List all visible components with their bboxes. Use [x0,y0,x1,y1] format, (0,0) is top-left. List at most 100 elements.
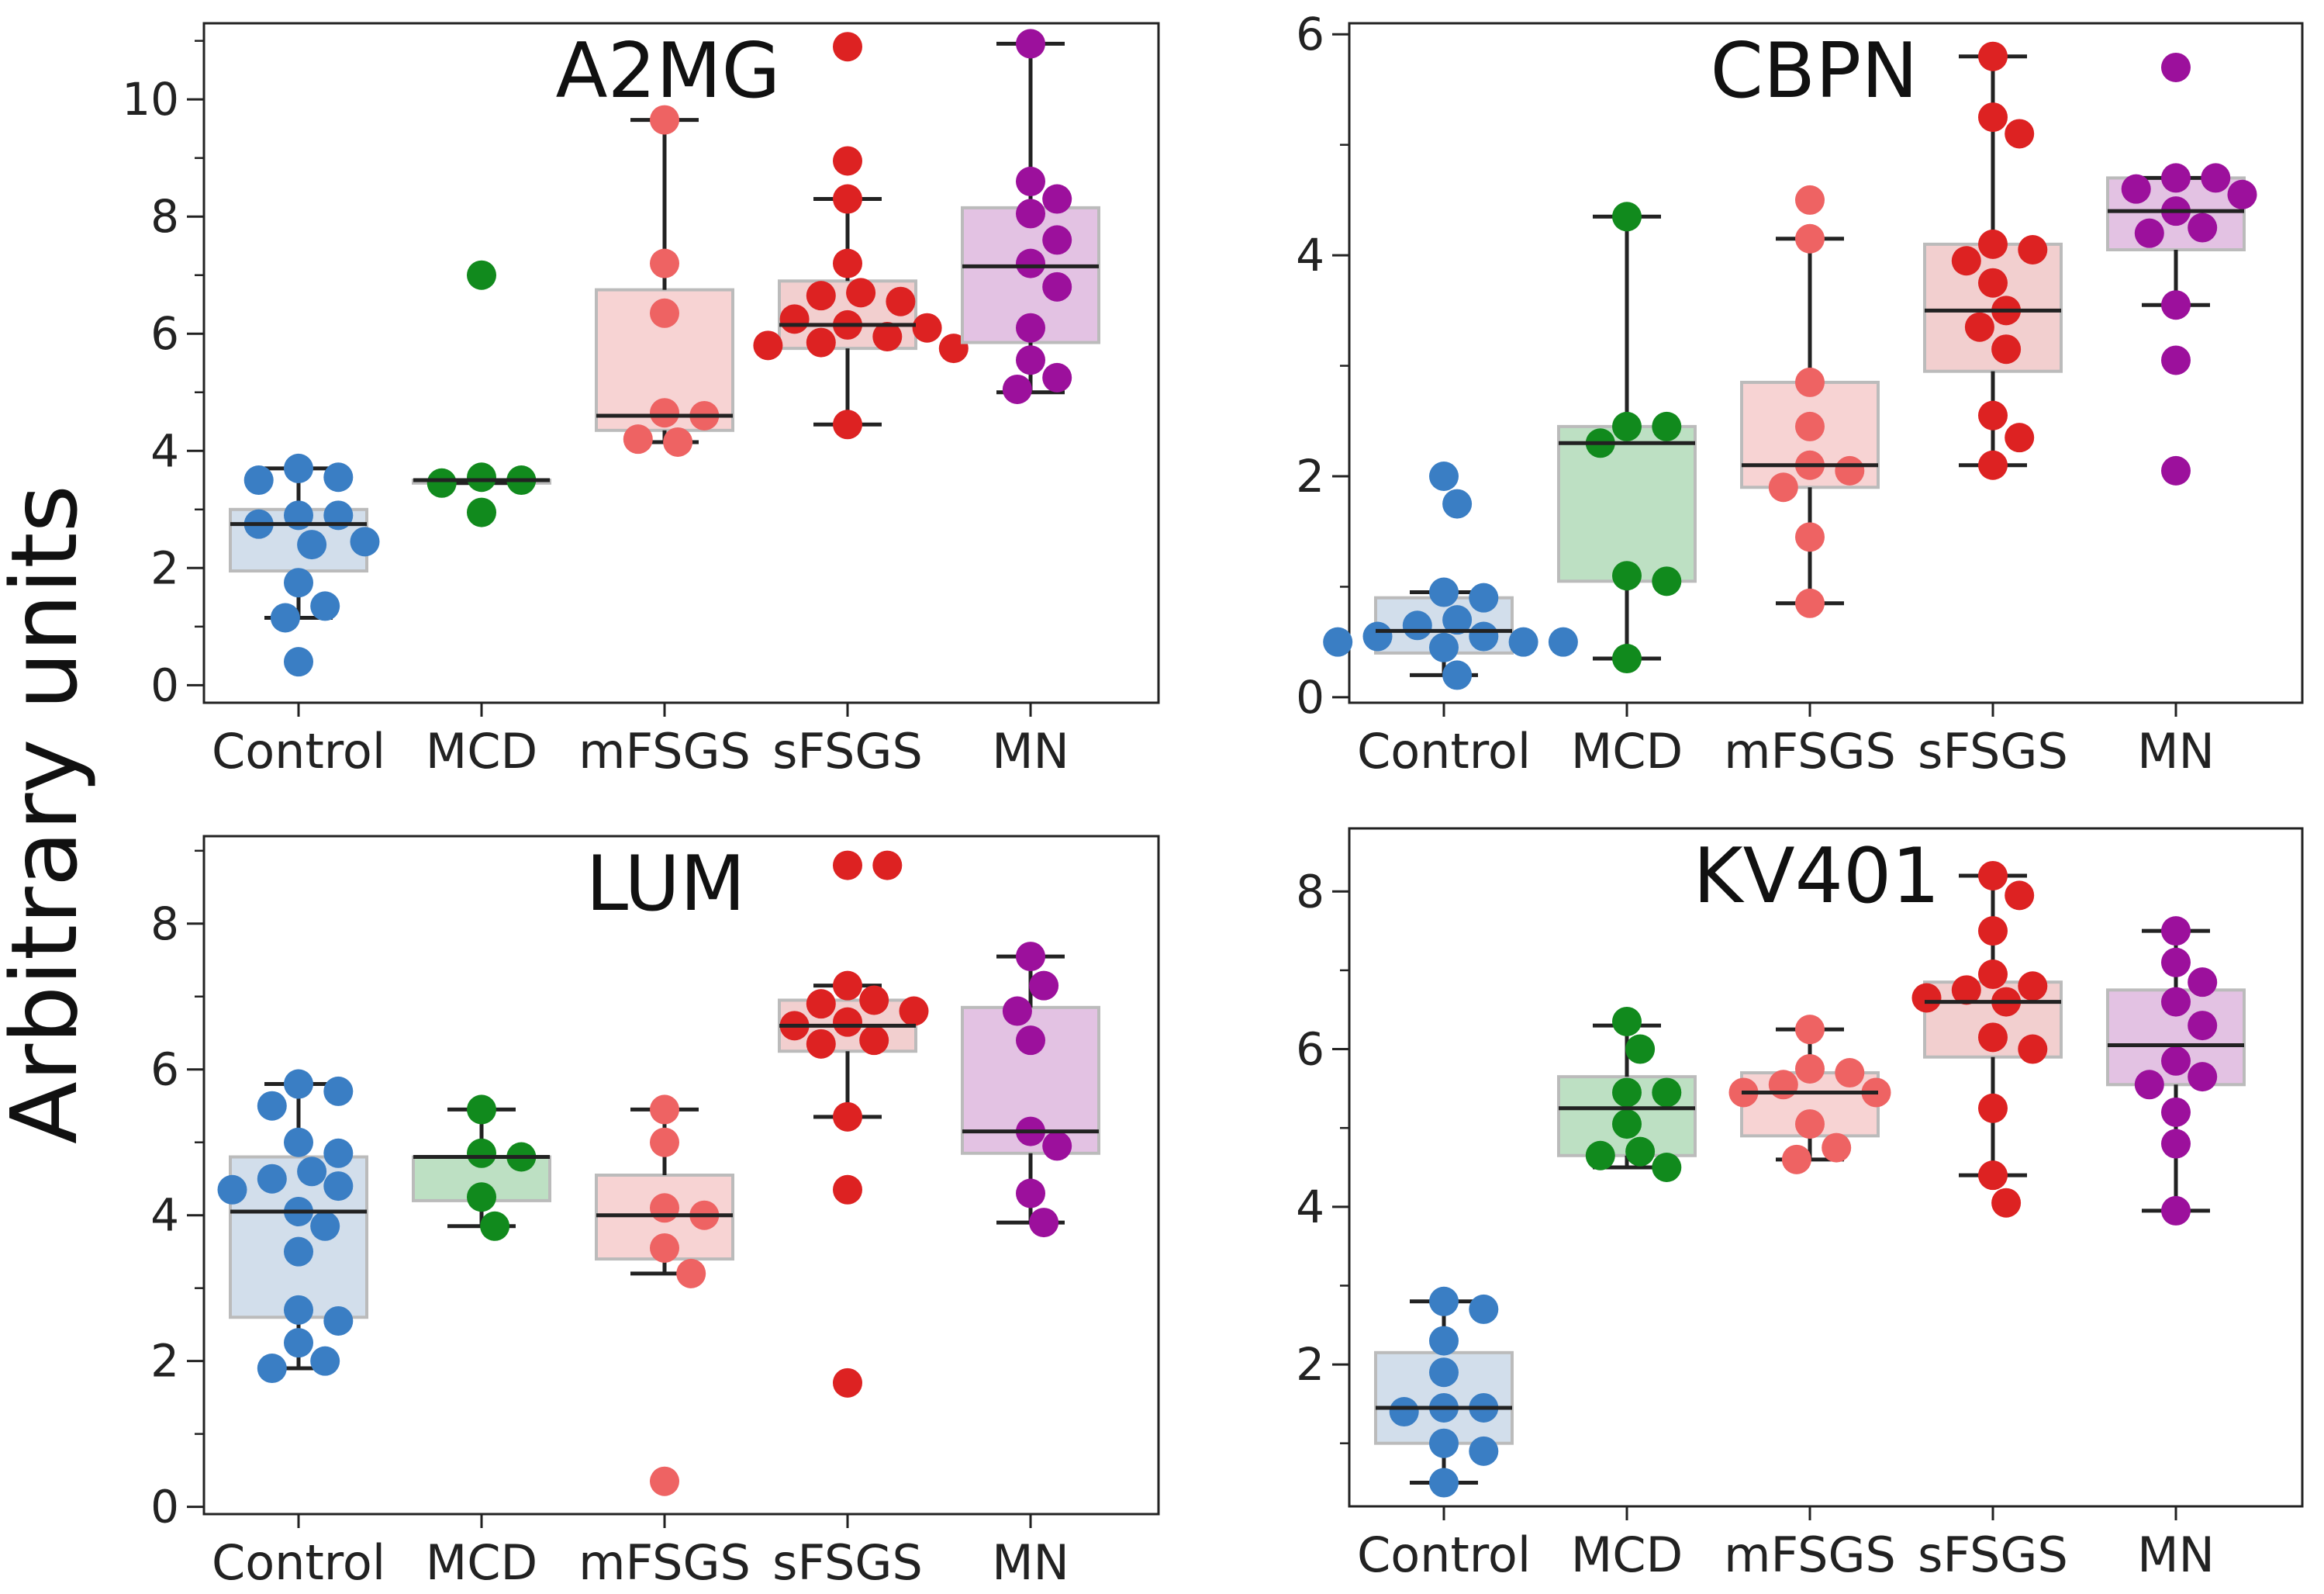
data-point-mn [2134,1070,2164,1100]
data-point-control [243,465,274,496]
data-point-mcd [1612,1109,1642,1139]
series-mcd [412,260,551,527]
x-tick-label-mcd: MCD [426,1534,538,1591]
data-point-control [284,1127,313,1157]
y-tick-label: 2 [1296,450,1324,503]
data-point-control [284,647,313,677]
data-point-mfsgs [1795,1015,1825,1045]
box-mcd [1557,424,1697,583]
plot-frame [1348,22,2304,704]
data-point-mfsgs [676,1258,706,1288]
plot-frame [1348,827,2304,1508]
series-mn [2106,52,2257,486]
data-point-sfsgs [833,850,862,880]
data-point-control [1442,489,1473,519]
data-point-sfsgs [872,850,903,880]
y-tick-label: 8 [150,190,179,243]
y-tick-label: 6 [1296,8,1324,61]
series-mfsgs [595,1094,734,1496]
series-control [1323,462,1578,690]
plot-frame [202,22,1160,704]
data-point-control [1548,627,1578,657]
data-point-sfsgs [886,286,916,316]
x-tick-label-sfsgs: sFSGS [772,1534,923,1591]
data-point-sfsgs [833,32,862,62]
data-point-mn [1042,184,1072,214]
data-point-mfsgs [650,1233,679,1263]
data-point-mcd [1652,411,1682,441]
x-tick-label-control: Control [212,1534,385,1591]
data-point-control [1323,627,1353,657]
data-point-mcd [480,1211,510,1241]
data-point-mcd [467,1094,496,1125]
data-point-control [1429,1357,1459,1388]
y-tick-label: 0 [150,659,179,711]
data-point-mfsgs [1795,223,1825,254]
data-point-mn [1002,374,1032,404]
data-point-control [1469,1294,1499,1324]
x-tick-label-sfsgs: sFSGS [1918,723,2068,780]
x-tick-label-mfsgs: mFSGS [578,1534,751,1591]
data-point-sfsgs [1978,1093,2008,1123]
y-tick-label: 6 [150,1043,179,1096]
data-point-mcd [467,497,496,527]
data-point-mn [1016,1025,1045,1056]
data-point-mfsgs [650,298,679,328]
y-tick-label: 4 [1296,229,1324,282]
data-point-mn [2188,967,2218,998]
data-point-control [350,527,380,557]
data-point-sfsgs [806,327,836,358]
data-point-sfsgs [1978,400,2008,430]
series-mcd [412,1094,551,1241]
chart-panel-a2mg: 0 2 4 6 8 10 Control MCD mFSGS sFSGS MN A2MG [122,22,1160,780]
data-point-mfsgs [1795,367,1825,397]
data-point-mfsgs [1795,1053,1825,1084]
data-point-control [284,1295,313,1325]
data-point-sfsgs [1991,1188,2022,1218]
data-point-mn [2161,1129,2191,1159]
data-point-mn [1016,248,1045,278]
series-control [229,453,380,677]
data-point-sfsgs [1964,312,1994,342]
data-point-control [1429,462,1459,491]
data-point-sfsgs [833,970,862,1001]
data-point-control [1402,610,1432,641]
data-point-control [297,1157,327,1187]
data-point-sfsgs [1991,334,2022,365]
series-sfsgs [1911,860,2063,1218]
x-tick-label-mfsgs: mFSGS [1724,1527,1896,1583]
data-point-mn [2161,163,2191,193]
data-point-sfsgs [2018,235,2048,265]
chart-title-cbpn: CBPN [1710,27,1918,116]
data-point-sfsgs [833,1174,862,1205]
series-sfsgs [778,850,929,1398]
data-point-control [1429,1468,1459,1498]
data-point-mcd [1612,561,1642,591]
series-mcd [1557,1006,1697,1182]
data-point-mn [1042,271,1072,302]
data-point-control [284,453,313,483]
data-point-sfsgs [1951,246,1981,276]
data-point-sfsgs [872,322,903,352]
data-point-mcd [1652,566,1682,596]
data-point-control [1469,1436,1499,1466]
data-point-mfsgs [650,1127,679,1157]
data-point-mn [1042,362,1072,392]
data-point-sfsgs [806,281,836,311]
data-point-sfsgs [2005,423,2035,453]
chart-title-a2mg: A2MG [556,27,781,116]
x-tick-label-mn: MN [2137,1527,2215,1583]
data-point-sfsgs [859,1025,889,1056]
data-point-control [1362,621,1393,652]
data-point-sfsgs [1911,983,1942,1013]
series-mn [961,29,1100,404]
data-point-control [1469,621,1499,652]
chart-panel-kv401: 2 4 6 8 Control MCD mFSGS sFSGS MN KV401 [1296,827,2304,1583]
data-point-sfsgs [912,313,942,343]
data-point-control [323,1171,354,1202]
data-point-mn [1016,942,1045,972]
data-point-mcd [467,260,496,290]
data-point-mcd [1612,644,1642,674]
